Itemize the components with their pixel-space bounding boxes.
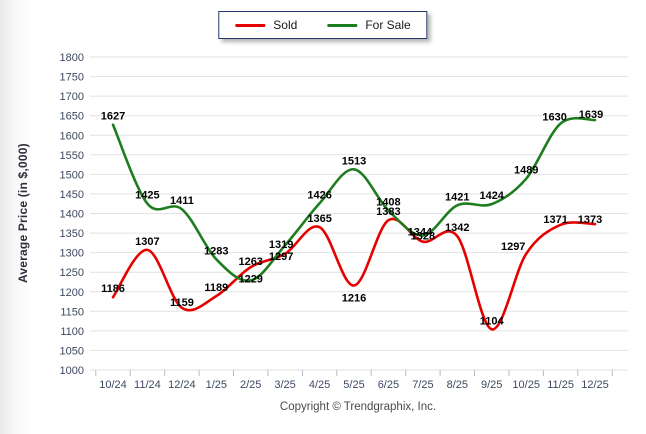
- data-label: 1630: [542, 112, 566, 124]
- x-tick-label: 10/24: [99, 379, 127, 391]
- data-label: 1283: [204, 245, 228, 257]
- x-tick-label: 7/25: [412, 379, 433, 391]
- legend-label-for-sale: For Sale: [365, 18, 411, 32]
- chart-legend: Sold For Sale: [218, 11, 428, 39]
- legend-item-sold: Sold: [235, 18, 297, 32]
- data-label: 1159: [170, 297, 194, 309]
- y-tick-label: 1550: [60, 150, 84, 162]
- data-label: 1513: [342, 155, 366, 167]
- data-label: 1639: [579, 109, 603, 121]
- data-label: 1263: [238, 256, 262, 268]
- x-tick-label: 3/25: [274, 379, 295, 391]
- data-label: 1421: [445, 191, 469, 203]
- data-label: 1229: [238, 273, 262, 285]
- data-label: 1342: [445, 222, 469, 234]
- data-label: 1297: [501, 241, 525, 253]
- x-tick-label: 12/25: [581, 379, 609, 391]
- y-tick-label: 1450: [60, 189, 84, 201]
- data-label: 1216: [342, 293, 366, 305]
- x-tick-label: 4/25: [309, 379, 330, 391]
- legend-item-for-sale: For Sale: [327, 18, 411, 32]
- for-sale-line-swatch: [327, 23, 358, 27]
- data-label: 1365: [307, 213, 331, 225]
- y-tick-label: 1100: [60, 326, 84, 338]
- y-tick-label: 1000: [60, 365, 84, 377]
- data-label: 1186: [101, 283, 125, 295]
- data-label: 1319: [269, 239, 293, 251]
- data-label: 1489: [514, 165, 538, 177]
- series-line-for-sale: [111, 116, 597, 282]
- x-tick-label: 11/24: [134, 379, 161, 391]
- series-line-sold: [111, 217, 597, 331]
- data-label: 1104: [480, 315, 505, 327]
- data-label: 1424: [479, 190, 504, 202]
- data-label: 1408: [376, 196, 400, 208]
- sold-line-swatch: [235, 23, 266, 27]
- x-tick-label: 2/25: [240, 379, 261, 391]
- y-tick-label: 1600: [60, 130, 84, 142]
- y-tick-label: 1650: [60, 111, 84, 123]
- x-tick-label: 11/25: [547, 379, 574, 391]
- x-tick-label: 10/25: [512, 379, 540, 391]
- x-tick-label: 8/25: [447, 379, 468, 391]
- x-tick-label: 5/25: [343, 379, 364, 391]
- data-label: 1344: [408, 226, 433, 238]
- data-label: 1411: [170, 195, 194, 207]
- y-tick-label: 1500: [60, 169, 84, 181]
- x-tick-label: 1/25: [206, 379, 227, 391]
- y-tick-label: 1300: [60, 248, 84, 260]
- legend-label-sold: Sold: [273, 18, 298, 32]
- data-label: 1426: [307, 189, 331, 201]
- y-tick-label: 1400: [60, 209, 84, 221]
- y-tick-label: 1050: [60, 345, 84, 357]
- copyright-text: Copyright © Trendgraphix, Inc.: [279, 401, 437, 413]
- y-tick-label: 1200: [60, 287, 84, 299]
- x-tick-label: 6/25: [378, 379, 399, 391]
- x-tick-label: 9/25: [481, 379, 502, 391]
- data-label: 1371: [543, 214, 567, 226]
- data-label: 1297: [269, 251, 293, 263]
- data-label: 1307: [135, 236, 159, 248]
- data-label: 1627: [101, 111, 125, 123]
- y-tick-label: 1750: [60, 72, 84, 84]
- y-tick-label: 1350: [60, 228, 84, 240]
- y-tick-label: 1700: [60, 91, 84, 103]
- data-label: 1373: [578, 214, 602, 226]
- data-label: 1189: [204, 282, 228, 294]
- y-tick-label: 1150: [60, 306, 84, 318]
- x-tick-label: 12/24: [168, 379, 196, 391]
- y-tick-label: 1800: [60, 52, 84, 64]
- data-label: 1328: [411, 231, 435, 243]
- y-tick-label: 1250: [60, 267, 84, 279]
- data-label: 1383: [376, 206, 400, 218]
- data-label: 1425: [135, 190, 159, 202]
